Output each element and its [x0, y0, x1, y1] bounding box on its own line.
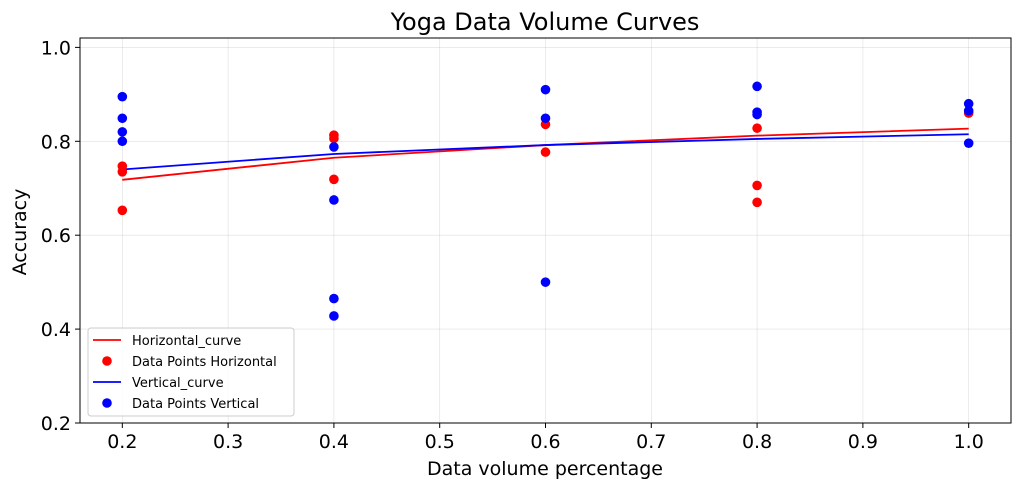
- x-axis-ticks: 0.2 0.3 0.4 0.5 0.6 0.7 0.8 0.9 1.0: [107, 423, 984, 453]
- x-tick-label: 1.0: [954, 431, 984, 453]
- point-data-points-vertical: [329, 293, 339, 304]
- legend: Horizontal_curve Data Points Horizontal Ve…: [87, 327, 295, 417]
- x-tick-label: 0.7: [636, 431, 666, 453]
- legend-entry-label: Data Points Vertical: [132, 397, 259, 412]
- legend-box: [87, 327, 295, 417]
- point-data-points-vertical: [117, 136, 128, 147]
- point-data-points-vertical: [963, 138, 974, 148]
- series-lines: [122, 127, 969, 181]
- x-tick-label: 0.9: [848, 431, 878, 453]
- point-data-points-horizontal: [752, 197, 762, 208]
- x-tick-label: 0.8: [742, 431, 772, 453]
- y-axis-ticks: 0.2 0.4 0.6 0.8 1.0: [41, 37, 80, 435]
- point-data-points-horizontal: [117, 167, 128, 177]
- point-data-points-horizontal: [540, 147, 551, 157]
- x-tick-label: 0.6: [530, 431, 560, 453]
- y-tick-label: 0.2: [41, 413, 71, 435]
- point-data-points-vertical: [540, 84, 551, 95]
- point-data-points-vertical: [963, 105, 974, 116]
- x-tick-label: 0.2: [107, 431, 137, 453]
- point-data-points-horizontal: [752, 123, 762, 133]
- point-data-points-horizontal: [752, 180, 762, 191]
- point-data-points-vertical: [329, 195, 339, 205]
- point-data-points-horizontal: [117, 205, 128, 216]
- point-data-points-vertical: [117, 127, 128, 137]
- point-data-points-horizontal: [329, 133, 339, 144]
- x-tick-label: 0.5: [425, 431, 455, 453]
- legend-entry-label: Horizontal_curve: [132, 334, 241, 349]
- point-data-points-vertical: [752, 81, 762, 92]
- x-tick-label: 0.3: [213, 431, 243, 453]
- series-line-vertical-curve: [122, 133, 969, 171]
- legend-marker-swatch: [102, 398, 112, 408]
- y-tick-label: 0.8: [41, 131, 71, 153]
- y-tick-label: 0.4: [41, 319, 71, 341]
- point-data-points-vertical: [963, 98, 974, 109]
- chart-title: Yoga Data Volume Curves: [390, 8, 700, 36]
- legend-entry-label: Data Points Horizontal: [132, 355, 277, 370]
- series-points: [117, 81, 974, 321]
- point-data-points-vertical: [752, 109, 762, 120]
- point-data-points-vertical: [329, 142, 339, 152]
- point-data-points-vertical: [540, 113, 551, 124]
- y-tick-label: 0.6: [41, 225, 71, 247]
- point-data-points-vertical: [329, 311, 339, 321]
- point-data-points-horizontal: [329, 174, 339, 185]
- x-tick-label: 0.4: [319, 431, 349, 453]
- point-data-points-vertical: [540, 277, 551, 287]
- legend-entry-label: Vertical_curve: [132, 376, 224, 391]
- point-data-points-vertical: [117, 91, 128, 102]
- y-tick-label: 1.0: [41, 37, 71, 59]
- y-axis-label: Accuracy: [9, 189, 31, 276]
- legend-marker-swatch: [102, 356, 112, 366]
- point-data-points-vertical: [117, 113, 128, 124]
- x-axis-label: Data volume percentage: [427, 458, 663, 480]
